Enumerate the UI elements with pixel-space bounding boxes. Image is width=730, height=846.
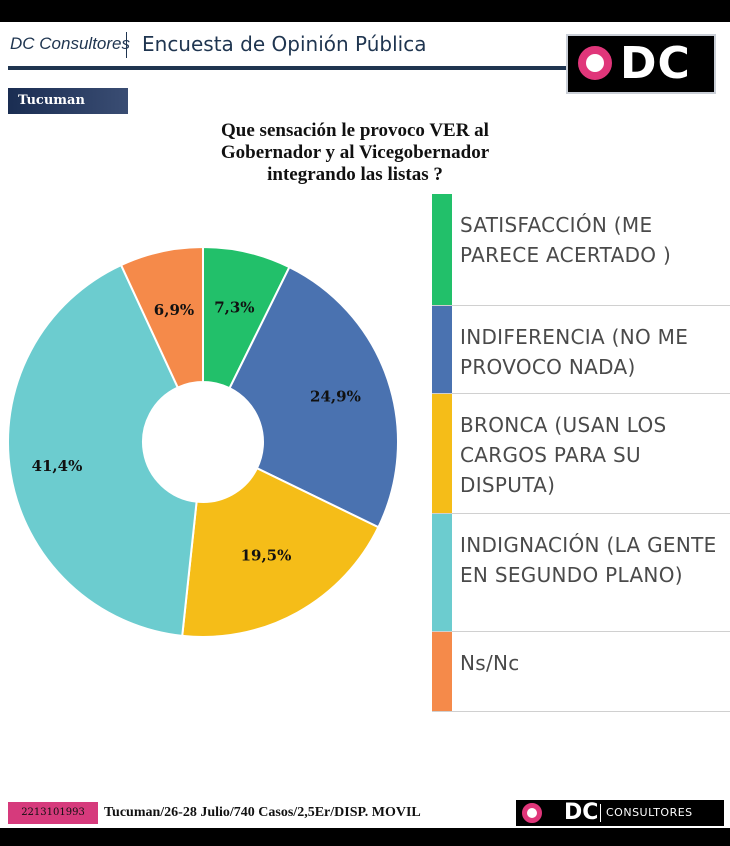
legend-item: Ns/Nc: [432, 632, 730, 712]
legend-swatch: [432, 194, 452, 305]
logo-text: DC: [620, 38, 691, 89]
pie-slice-4: [7, 263, 198, 637]
legend-swatch: [432, 514, 452, 631]
footer-logo: DC CONSULTORES: [516, 800, 724, 826]
header-divider: [126, 32, 127, 58]
footer-bar: 2213101993 Tucuman/26-28 Julio/740 Casos…: [0, 798, 730, 828]
legend-label: BRONCA (USAN LOS CARGOS PARA SU DISPUTA): [460, 413, 667, 497]
chart-question: Que sensación le provoco VER al Gobernad…: [220, 120, 490, 185]
legend-swatch: [432, 394, 452, 513]
footer-logo-divider: [600, 804, 601, 822]
legend-item: SATISFACCIÓN (ME PARECE ACERTADO ): [432, 194, 730, 306]
brand-name: DC Consultores: [10, 34, 130, 53]
footer-survey-info: Tucuman/26-28 Julio/740 Casos/2,5Er/DISP…: [104, 805, 421, 820]
footer-logo-dc: DC: [564, 800, 599, 825]
data-label-2: 24,9%: [310, 388, 361, 406]
survey-page: DC Consultores Encuesta de Opinión Públi…: [0, 22, 730, 828]
dc-logo: DC: [566, 34, 716, 94]
legend-label: SATISFACCIÓN (ME PARECE ACERTADO ): [460, 213, 672, 267]
data-label-1: 7,3%: [214, 299, 254, 317]
data-label-5: 6,9%: [154, 301, 194, 319]
logo-ring-icon: [578, 46, 612, 80]
legend-item: INDIFERENCIA (NO ME PROVOCO NADA): [432, 306, 730, 394]
pie-slice-5: [119, 245, 204, 389]
legend-label: INDIFERENCIA (NO ME PROVOCO NADA): [460, 325, 689, 379]
data-label-3: 19,5%: [241, 547, 292, 565]
donut-chart: 7,3% 24,9% 19,5% 41,4% 6,9%: [7, 245, 399, 638]
pie-slice-3: [181, 466, 380, 638]
pie-slice-2: [228, 265, 399, 529]
chart-legend: SATISFACCIÓN (ME PARECE ACERTADO ) INDIFE…: [432, 194, 730, 712]
footer-logo-consultores: CONSULTORES: [606, 806, 693, 819]
legend-swatch: [432, 306, 452, 393]
legend-swatch: [432, 632, 452, 711]
legend-item: INDIGNACIÓN (LA GENTE EN SEGUNDO PLANO): [432, 514, 730, 632]
header-rule: [8, 66, 568, 70]
footer-ring-icon: [522, 803, 542, 823]
legend-label: Ns/Nc: [460, 651, 520, 675]
data-label-4: 41,4%: [32, 457, 83, 475]
region-tag: Tucuman: [8, 88, 128, 114]
legend-item: BRONCA (USAN LOS CARGOS PARA SU DISPUTA): [432, 394, 730, 514]
page-title: Encuesta de Opinión Pública: [142, 32, 427, 56]
legend-label: INDIGNACIÓN (LA GENTE EN SEGUNDO PLANO): [460, 533, 717, 587]
footer-phone: 2213101993: [8, 802, 98, 824]
